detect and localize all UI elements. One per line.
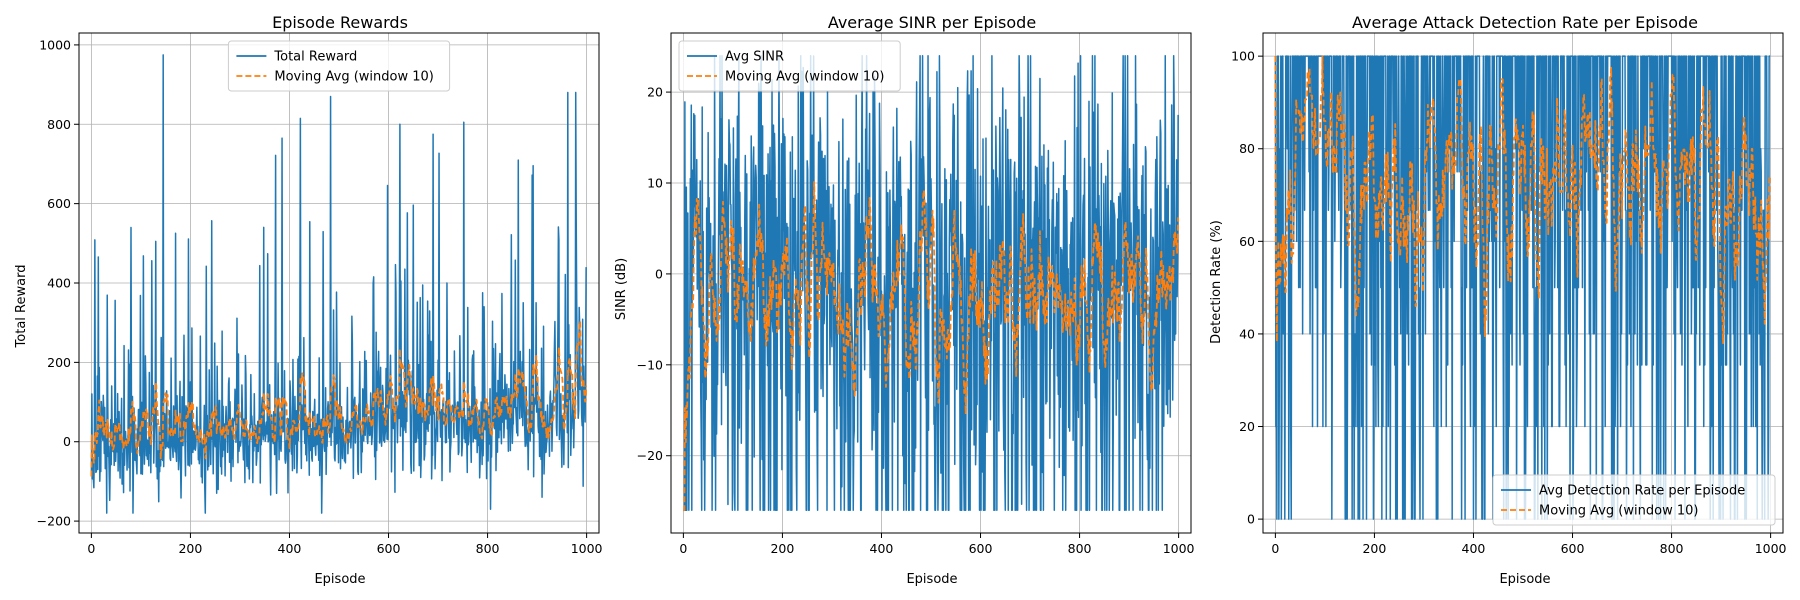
x-tick-label: 400	[870, 541, 894, 556]
moving-average-line	[1274, 55, 1771, 345]
legend-label: Moving Avg (window 10)	[1539, 504, 1698, 519]
legend-label: Moving Avg (window 10)	[725, 70, 884, 85]
series-line	[683, 54, 1179, 512]
legend-label: Avg Detection Rate per Episode	[1539, 484, 1745, 499]
moving-average-line	[682, 181, 1180, 512]
series-line	[90, 54, 587, 514]
legend: Total Reward Moving Avg (window 10)	[227, 40, 451, 92]
axis-ticks: 0 200 400 600 800 1000 0 20 40 60 80 100	[1231, 49, 1786, 556]
y-tick-label: 600	[47, 196, 71, 211]
y-axis-label: Total Reward	[14, 265, 29, 349]
x-tick-label: 600	[377, 541, 401, 556]
x-tick-label: 1000	[1163, 541, 1195, 556]
y-tick-label: 0	[1247, 512, 1255, 527]
x-tick-label: 0	[1271, 541, 1279, 556]
y-tick-label: 60	[1239, 234, 1255, 249]
x-tick-label: 600	[1561, 541, 1585, 556]
legend-label: Avg SINR	[725, 50, 784, 65]
y-tick-label: 20	[647, 85, 663, 100]
moving-average-line	[90, 320, 588, 477]
y-tick-label: 800	[47, 117, 71, 132]
legend-label: Total Reward	[273, 50, 357, 65]
chart-attack-detection-rate: 0 200 400 600 800 1000 0 20 40 60 80 100 Average At…	[1209, 13, 1787, 587]
y-tick-label: 100	[1231, 49, 1255, 64]
x-tick-label: 200	[1362, 541, 1386, 556]
x-tick-label: 0	[87, 541, 95, 556]
chart-title: Average SINR per Episode	[828, 13, 1036, 32]
y-tick-label: −200	[37, 514, 71, 529]
y-axis-label: SINR (dB)	[614, 258, 629, 320]
x-tick-label: 200	[770, 541, 794, 556]
y-tick-label: 400	[47, 276, 71, 291]
series-line	[1274, 55, 1771, 520]
legend-box	[678, 40, 901, 92]
chart-title: Episode Rewards	[272, 13, 408, 32]
plot-frame	[670, 32, 1192, 534]
legend-box	[1492, 474, 1776, 526]
series-area	[682, 54, 1180, 512]
x-tick-label: 1000	[1755, 541, 1787, 556]
x-axis-label: Episode	[906, 572, 957, 587]
y-tick-label: 80	[1239, 141, 1255, 156]
x-tick-label: 600	[969, 541, 993, 556]
x-tick-label: 1000	[571, 541, 603, 556]
x-tick-label: 0	[679, 541, 687, 556]
y-tick-label: −20	[637, 448, 663, 463]
plot-frame	[1262, 32, 1784, 534]
legend-box	[227, 40, 451, 92]
series-area	[90, 54, 588, 514]
chart-average-sinr: 0 200 400 600 800 1000 −20 −10 0 10 20 Average SIN…	[614, 13, 1195, 587]
y-tick-label: −10	[637, 357, 663, 372]
x-tick-label: 800	[476, 541, 500, 556]
legend: Avg Detection Rate per Episode Moving Avg…	[1492, 474, 1776, 526]
chart-episode-rewards: 0 200 400 600 800 1000 −200 0 200 400 600 800 1000 E…	[14, 13, 603, 587]
x-tick-label: 800	[1068, 541, 1092, 556]
y-tick-label: 40	[1239, 326, 1255, 341]
y-tick-label: 0	[63, 434, 71, 449]
chart-title: Average Attack Detection Rate per Episod…	[1352, 13, 1698, 32]
x-axis-label: Episode	[314, 572, 365, 587]
series-area	[1274, 55, 1771, 520]
y-tick-label: 0	[655, 266, 663, 281]
x-tick-label: 200	[178, 541, 202, 556]
x-axis-label: Episode	[1499, 572, 1550, 587]
x-tick-label: 800	[1660, 541, 1684, 556]
y-tick-label: 20	[1239, 419, 1255, 434]
axis-ticks: 0 200 400 600 800 1000 −20 −10 0 10 20	[637, 85, 1195, 556]
x-tick-label: 400	[278, 541, 302, 556]
y-tick-label: 200	[47, 355, 71, 370]
legend: Avg SINR Moving Avg (window 10)	[678, 40, 901, 92]
legend-label: Moving Avg (window 10)	[274, 70, 433, 85]
axis-ticks: 0 200 400 600 800 1000 −200 0 200 400 600 800 1000	[37, 37, 603, 556]
y-tick-label: 1000	[39, 37, 71, 52]
x-tick-label: 400	[1462, 541, 1486, 556]
y-axis-label: Detection Rate (%)	[1209, 220, 1224, 344]
y-tick-label: 10	[647, 176, 663, 191]
